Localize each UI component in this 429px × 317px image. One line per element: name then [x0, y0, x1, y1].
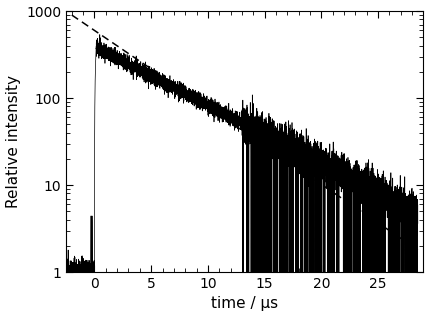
- X-axis label: time / μs: time / μs: [211, 296, 278, 311]
- Y-axis label: Relative intensity: Relative intensity: [6, 75, 21, 208]
